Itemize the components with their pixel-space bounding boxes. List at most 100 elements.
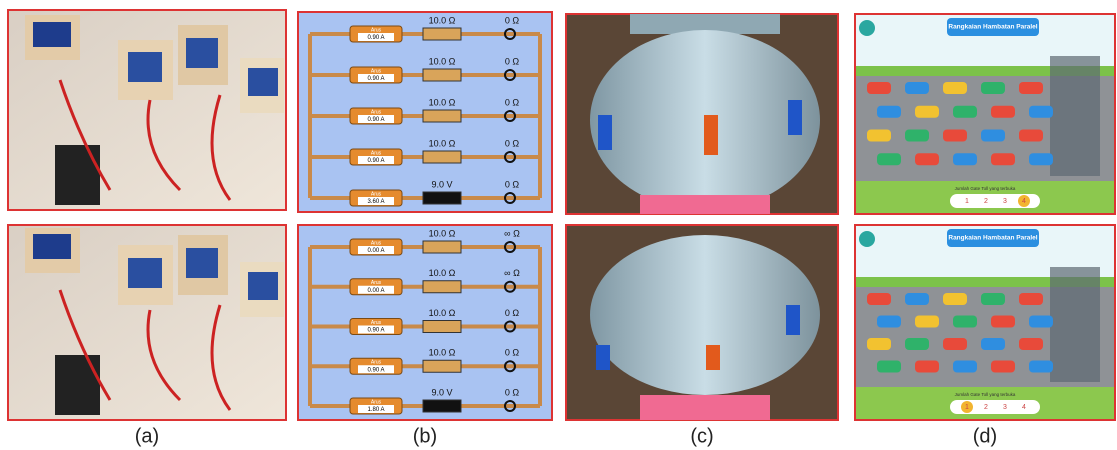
car: [991, 316, 1015, 328]
car: [953, 361, 977, 373]
back-button[interactable]: [859, 231, 875, 247]
switch-label: ∞ Ω: [504, 228, 520, 238]
element-label: 10.0 Ω: [429, 308, 456, 318]
ammeter-label: Arus: [371, 68, 382, 74]
option[interactable]: 4: [1022, 404, 1026, 411]
car: [991, 361, 1015, 373]
option[interactable]: 2: [984, 404, 988, 411]
game-screen: Rangkaian Hambatan Paralel Jumlah Gate To…: [855, 14, 1115, 214]
car: [1029, 106, 1053, 118]
current-reading: 0.90 A: [367, 158, 384, 164]
car: [877, 316, 901, 328]
car: [981, 338, 1005, 350]
car: [905, 338, 929, 350]
panel-label: (a): [135, 425, 159, 447]
element-label: 10.0 Ω: [429, 15, 456, 25]
current-reading: 0.00 A: [367, 248, 384, 254]
switch-label: 0 Ω: [505, 138, 520, 148]
car: [915, 153, 939, 165]
car: [1019, 130, 1043, 142]
switch-label: 0 Ω: [505, 97, 520, 107]
game-screen: Rangkaian Hambatan Paralel Jumlah Gate To…: [855, 225, 1115, 420]
element-label: 10.0 Ω: [429, 268, 456, 278]
car: [915, 361, 939, 373]
figure: (a)(b)(c)(d)Arus0.90 A10.0 Ω0 ΩArus0.90 …: [0, 0, 1117, 450]
resistor: [423, 281, 461, 293]
car: [1029, 153, 1053, 165]
element-label: 9.0 V: [431, 179, 452, 189]
resistor: [423, 69, 461, 81]
ammeter-label: Arus: [371, 280, 382, 286]
toll-gate: [1050, 56, 1100, 176]
ammeter-label: Arus: [371, 109, 382, 115]
battery: [423, 400, 461, 412]
switch-label: 0 Ω: [505, 308, 520, 318]
resistor: [423, 241, 461, 253]
car: [867, 130, 891, 142]
option[interactable]: 4: [1022, 198, 1026, 205]
switch-label: 0 Ω: [505, 348, 520, 358]
option[interactable]: 1: [965, 198, 969, 205]
ammeter-label: Arus: [371, 150, 382, 156]
game-title: Rangkaian Hambatan Paralel: [948, 235, 1037, 242]
car: [905, 130, 929, 142]
car: [981, 293, 1005, 305]
current-reading: 0.90 A: [367, 76, 384, 82]
resistor: [423, 110, 461, 122]
battery: [423, 192, 461, 204]
car: [953, 153, 977, 165]
current-reading: 3.60 A: [367, 199, 384, 205]
current-reading: 0.90 A: [367, 328, 384, 334]
car: [943, 130, 967, 142]
resistor: [423, 28, 461, 40]
car: [1029, 316, 1053, 328]
switch-label: 0 Ω: [505, 56, 520, 66]
element-label: 10.0 Ω: [429, 348, 456, 358]
resistor: [423, 151, 461, 163]
car: [877, 361, 901, 373]
panel-label: (c): [690, 425, 713, 447]
option[interactable]: 3: [1003, 198, 1007, 205]
car: [953, 316, 977, 328]
switch-label: 0 Ω: [505, 387, 520, 397]
option[interactable]: 2: [984, 198, 988, 205]
circuit-panel: Arus 0.90 A 10.0 Ω 0 Ω Arus 0.90 A 10.0 Ω 0 Ω Ar…: [298, 12, 552, 212]
car: [1029, 361, 1053, 373]
car: [905, 82, 929, 94]
ammeter-label: Arus: [371, 399, 382, 405]
switch-label: 0 Ω: [505, 15, 520, 25]
car: [877, 106, 901, 118]
game-title: Rangkaian Hambatan Paralel: [948, 24, 1037, 31]
switch-label: ∞ Ω: [504, 268, 520, 278]
car: [1019, 82, 1043, 94]
panel-label: (d): [973, 425, 997, 447]
option[interactable]: 3: [1003, 404, 1007, 411]
current-reading: 0.90 A: [367, 35, 384, 41]
car: [943, 293, 967, 305]
options-caption: Jumlah Gate Toll yang terbuka: [955, 186, 1016, 191]
ammeter-label: Arus: [371, 320, 382, 326]
current-reading: 0.90 A: [367, 367, 384, 373]
photo-panel-c: [566, 14, 838, 420]
element-label: 10.0 Ω: [429, 97, 456, 107]
photo: [8, 10, 286, 210]
car: [877, 153, 901, 165]
ammeter-label: Arus: [371, 240, 382, 246]
options-caption: Jumlah Gate Toll yang terbuka: [955, 392, 1016, 397]
option[interactable]: 1: [965, 404, 969, 411]
car: [943, 338, 967, 350]
car: [905, 293, 929, 305]
car: [915, 106, 939, 118]
current-reading: 0.00 A: [367, 288, 384, 294]
element-label: 9.0 V: [431, 387, 452, 397]
ammeter-label: Arus: [371, 27, 382, 33]
photo: [566, 225, 838, 420]
car: [981, 82, 1005, 94]
car: [981, 130, 1005, 142]
car: [991, 153, 1015, 165]
car: [867, 338, 891, 350]
resistor: [423, 360, 461, 372]
current-reading: 1.80 A: [367, 407, 384, 413]
back-button[interactable]: [859, 20, 875, 36]
car: [1019, 338, 1043, 350]
